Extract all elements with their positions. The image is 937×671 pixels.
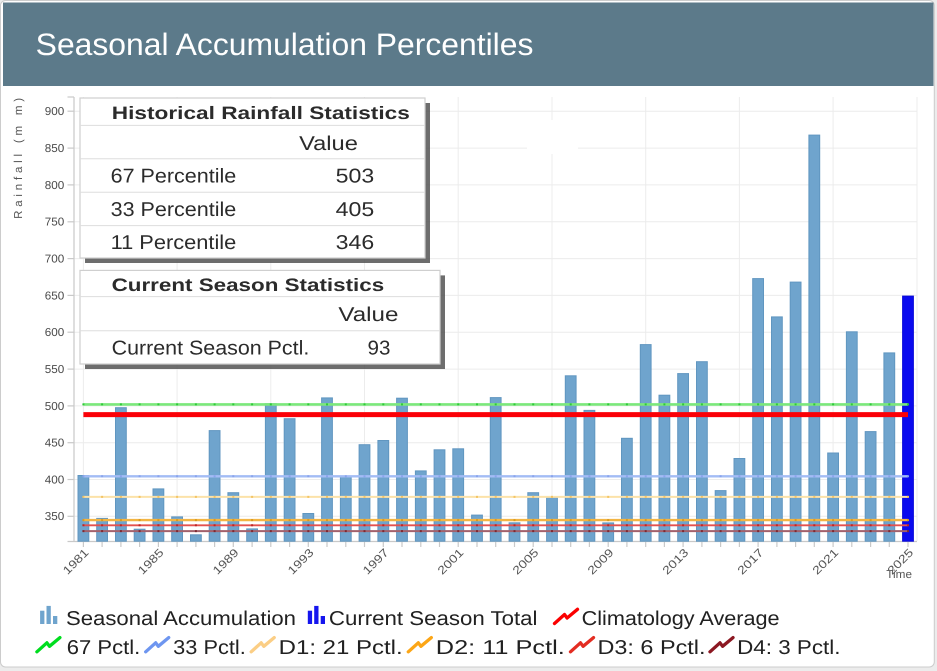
svg-text:Historical Rainfall Statistics: Historical Rainfall Statistics <box>112 103 410 123</box>
svg-text:Current Season Statistics: Current Season Statistics <box>112 275 385 295</box>
svg-text:Value: Value <box>299 133 358 155</box>
svg-text:D1: 21 Pctl.: D1: 21 Pctl. <box>279 637 403 659</box>
svg-text:600: 600 <box>45 327 65 339</box>
svg-text:346: 346 <box>336 232 375 254</box>
svg-text:400: 400 <box>45 474 65 486</box>
svg-text:503: 503 <box>336 165 375 187</box>
svg-text:Time: Time <box>886 569 912 581</box>
svg-text:33 Percentile: 33 Percentile <box>111 199 237 221</box>
svg-text:Climatology Average: Climatology Average <box>582 608 780 630</box>
svg-text:750: 750 <box>45 217 65 229</box>
svg-text:800: 800 <box>45 180 65 192</box>
svg-text:33 Pctl.: 33 Pctl. <box>173 637 246 659</box>
svg-text:Value: Value <box>338 304 398 326</box>
svg-text:900: 900 <box>45 106 65 118</box>
svg-text:Seasonal Accumulation Percenti: Seasonal Accumulation Percentiles <box>36 27 534 62</box>
svg-text:D2: 11 Pctl.: D2: 11 Pctl. <box>436 637 565 659</box>
svg-text:500: 500 <box>45 401 65 413</box>
svg-text:650: 650 <box>45 290 65 302</box>
svg-text:11 Percentile: 11 Percentile <box>111 232 237 254</box>
svg-text:D4: 3 Pctl.: D4: 3 Pctl. <box>737 637 840 659</box>
svg-text:Current Season Pctl.: Current Season Pctl. <box>112 338 310 360</box>
svg-text:Current Season Total: Current Season Total <box>329 608 538 630</box>
svg-text:67 Pctl.: 67 Pctl. <box>67 637 141 659</box>
svg-text:850: 850 <box>45 143 65 155</box>
svg-text:350: 350 <box>45 511 65 523</box>
svg-text:67 Percentile: 67 Percentile <box>111 165 237 187</box>
svg-text:D3: 6 Pctl.: D3: 6 Pctl. <box>598 637 706 659</box>
svg-text:93: 93 <box>368 338 391 360</box>
svg-text:Seasonal Accumulation: Seasonal Accumulation <box>66 608 296 630</box>
svg-text:700: 700 <box>45 254 65 266</box>
svg-text:550: 550 <box>45 364 65 376</box>
svg-text:450: 450 <box>45 438 65 450</box>
svg-text:405: 405 <box>336 199 375 221</box>
